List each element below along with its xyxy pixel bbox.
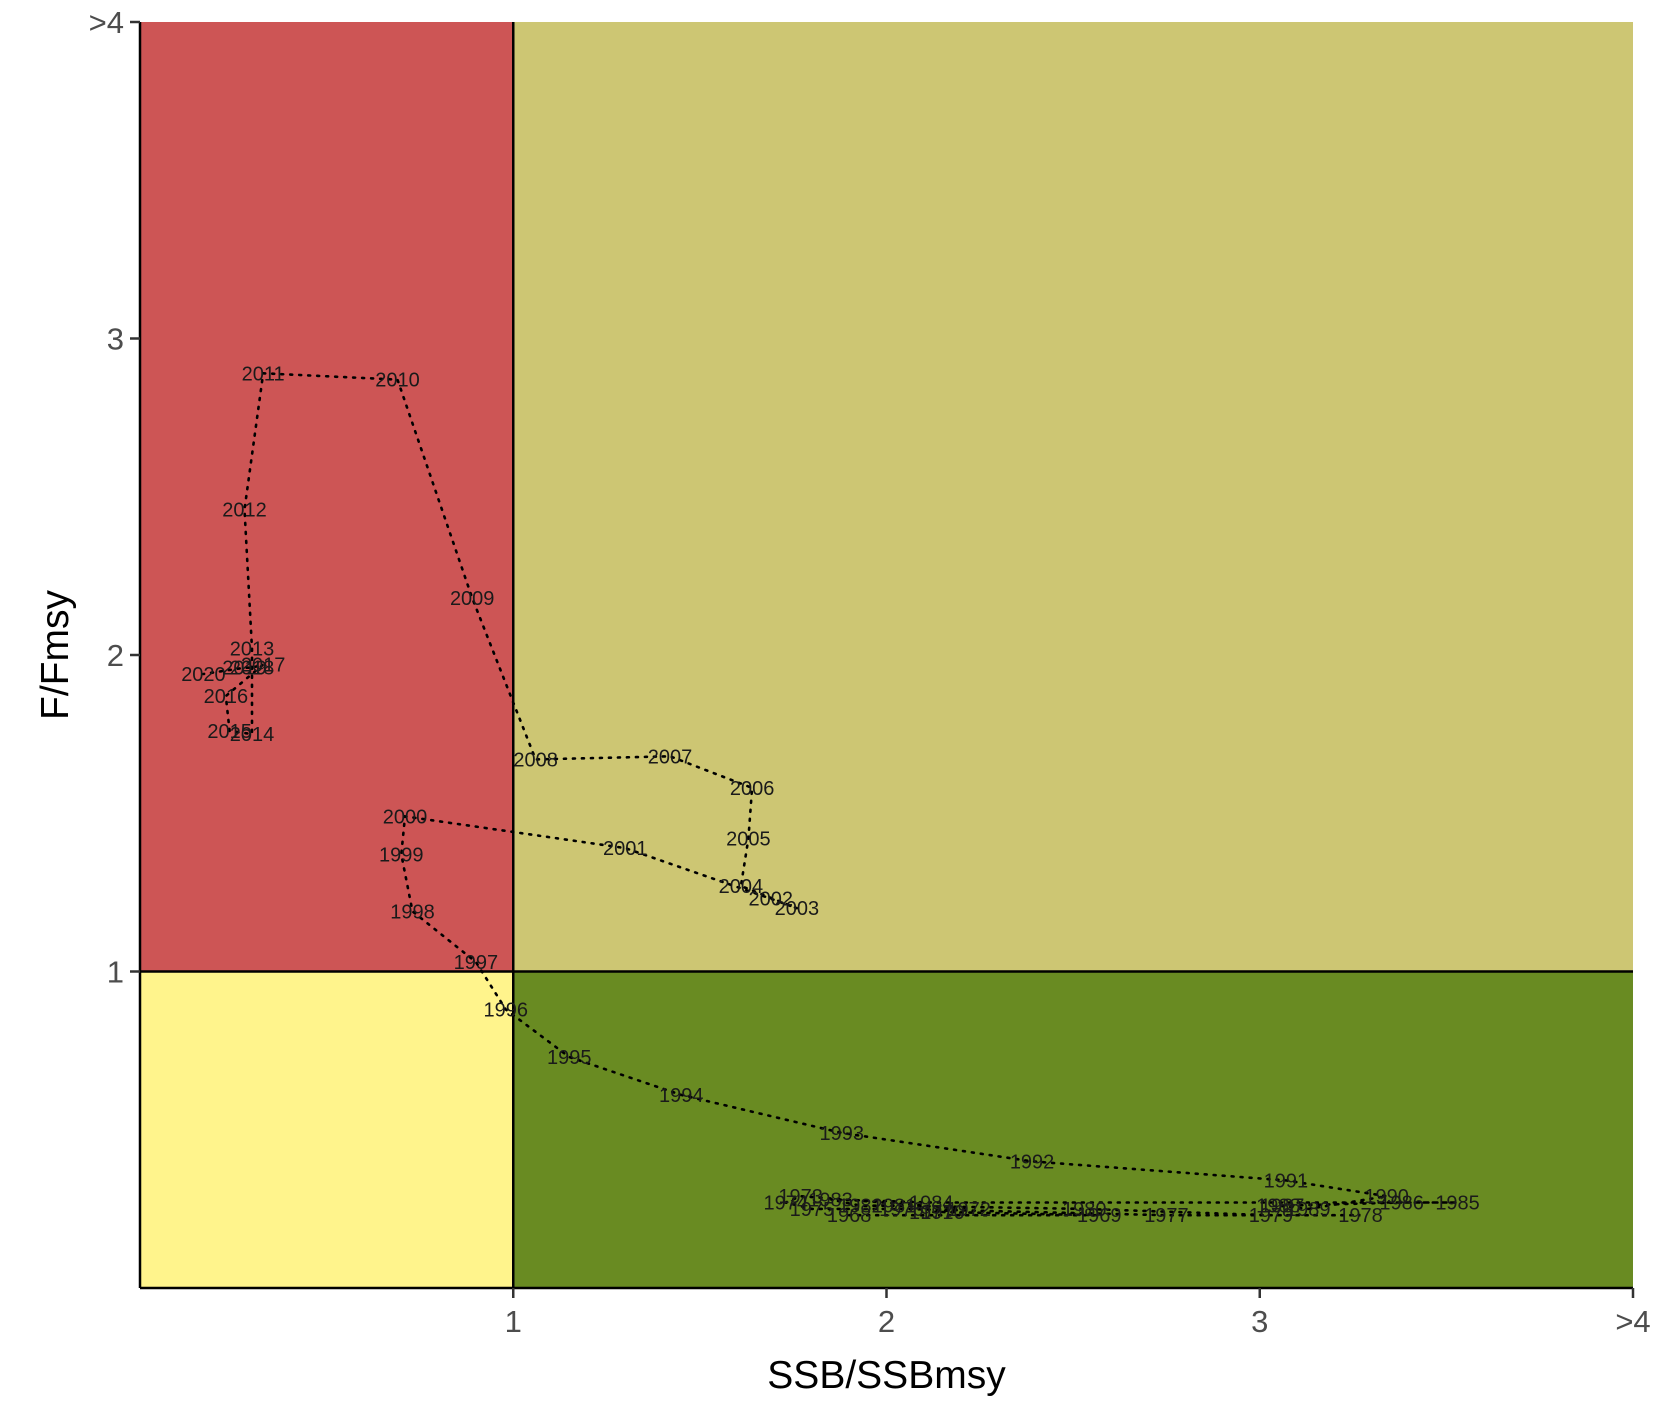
y-tick-label-1: 1 [107, 955, 124, 990]
year-label-1995: 1995 [547, 1047, 592, 1069]
year-label-1993: 1993 [819, 1123, 864, 1145]
year-label-1989: 1989 [1286, 1199, 1331, 1221]
year-label-2014: 2014 [230, 724, 275, 746]
quadrant-overfished-overfishing [140, 22, 514, 972]
quadrant-healthy-no-overfishing [513, 971, 1633, 1288]
x-tick-label-2: 2 [878, 1304, 895, 1339]
quadrant-healthy-overfishing [513, 22, 1633, 972]
year-label-2008: 2008 [513, 749, 558, 771]
y-tick-label-3: 3 [107, 322, 124, 357]
trajectory-path [202, 371, 1458, 1217]
year-label-1982: 1982 [838, 1196, 883, 1218]
year-label-2002: 2002 [749, 889, 794, 911]
year-label-2011: 2011 [242, 363, 285, 385]
year-label-2005: 2005 [726, 829, 771, 851]
year-label-1969: 1969 [1077, 1205, 1122, 1227]
x-tick-label-3: 3 [1251, 1304, 1268, 1339]
year-label-2006: 2006 [730, 778, 775, 800]
year-label-2012: 2012 [222, 499, 267, 521]
x-tick-label->4: >4 [1615, 1304, 1650, 1339]
y-axis-title: F/Fmsy [34, 590, 77, 720]
year-label-1978: 1978 [1338, 1205, 1383, 1227]
year-label-2016: 2016 [204, 686, 249, 708]
year-label-2009: 2009 [450, 588, 495, 610]
year-label-2017: 2017 [241, 654, 286, 676]
year-label-1973: 1973 [778, 1186, 823, 1208]
year-label-1970: 1970 [920, 1202, 965, 1224]
year-label-2004: 2004 [719, 876, 764, 898]
year-label-1990: 1990 [1364, 1186, 1409, 1208]
year-label-2000: 2000 [383, 806, 428, 828]
year-label-1977: 1977 [1144, 1205, 1189, 1227]
year-label-1999: 1999 [379, 844, 424, 866]
year-label-1988: 1988 [1256, 1196, 1301, 1218]
year-label-2019: 2019 [222, 658, 267, 680]
reference-lines [140, 22, 1633, 1288]
year-label-1986: 1986 [1379, 1193, 1424, 1215]
year-label-1987: 1987 [1260, 1196, 1305, 1218]
axes: 1 2 3 >4 1 2 3 >4 [89, 5, 1651, 1339]
quadrant-overfished-no-overfishing [140, 971, 514, 1288]
year-label-1979: 1979 [1249, 1205, 1294, 1227]
x-axis-title: SSB/SSBmsy [767, 1354, 1006, 1397]
year-label-2020: 2020 [181, 664, 226, 686]
year-label-2013: 2013 [230, 639, 275, 661]
y-tick-label-2: 2 [107, 638, 124, 673]
year-label-1976: 1976 [879, 1199, 924, 1221]
year-label-1972: 1972 [946, 1199, 991, 1221]
y-tick-label->4: >4 [89, 5, 124, 40]
x-tick-label-1: 1 [505, 1304, 522, 1339]
quadrant-backgrounds [140, 22, 1633, 1288]
year-label-1998: 1998 [390, 901, 435, 923]
year-label-1983: 1983 [808, 1189, 853, 1211]
year-label-1981: 1981 [872, 1196, 917, 1218]
year-label-1994: 1994 [659, 1085, 704, 1107]
year-label-1985: 1985 [1435, 1193, 1480, 1215]
year-label-1971: 1971 [909, 1202, 954, 1224]
year-label-1991: 1991 [1264, 1170, 1309, 1192]
year-label-1996: 1996 [484, 999, 529, 1021]
year-label-2018: 2018 [230, 658, 275, 680]
year-label-1992: 1992 [1010, 1151, 1055, 1173]
trajectory-line [202, 371, 1458, 1217]
year-label-1984: 1984 [909, 1193, 954, 1215]
year-label-2007: 2007 [648, 746, 693, 768]
year-label-1975: 1975 [790, 1199, 835, 1221]
year-label-1980: 1980 [1062, 1199, 1107, 1221]
year-label-1968: 1968 [827, 1205, 872, 1227]
year-label-1997: 1997 [454, 952, 499, 974]
year-label-2003: 2003 [775, 898, 820, 920]
year-label-1974: 1974 [763, 1193, 808, 1215]
year-label-2001: 2001 [603, 838, 648, 860]
year-label-2015: 2015 [207, 721, 252, 743]
year-label-2010: 2010 [375, 370, 420, 392]
